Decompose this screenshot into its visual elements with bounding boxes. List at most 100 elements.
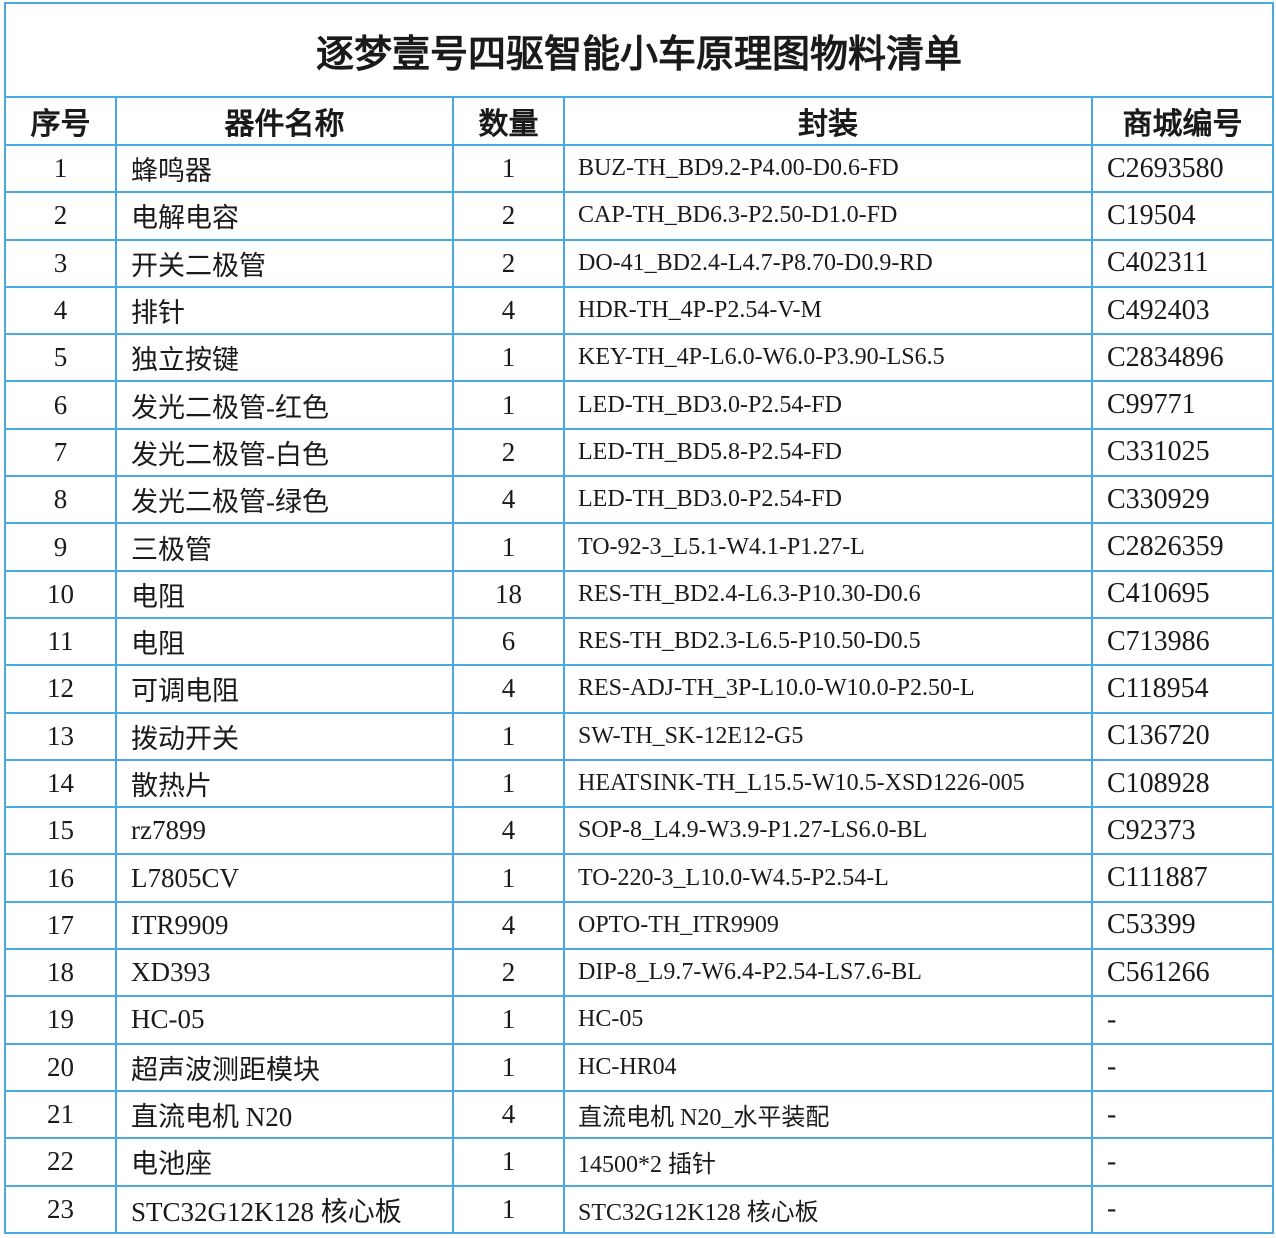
cell-name: 可调电阻 — [115, 664, 454, 714]
cell-package: RES-TH_BD2.4-L6.3-P10.30-D0.6 — [563, 569, 1093, 619]
cell-name: XD393 — [115, 948, 454, 998]
cell-package: TO-92-3_L5.1-W4.1-P1.27-L — [563, 522, 1093, 572]
cell-qty: 2 — [452, 238, 565, 288]
table-row: 3 开关二极管 2 DO-41_BD2.4-L4.7-P8.70-D0.9-RD C40… — [4, 238, 1275, 288]
cell-index: 13 — [4, 711, 117, 761]
cell-package: 直流电机 N20_水平装配 — [563, 1089, 1093, 1140]
table-row: 8 发光二极管-绿色 4 LED-TH_BD3.0-P2.54-FD C330929 — [4, 475, 1275, 525]
cell-name: 拨动开关 — [115, 711, 454, 761]
cell-index: 18 — [4, 948, 117, 998]
table-row: 12 可调电阻 4 RES-ADJ-TH_3P-L10.0-W10.0-P2.50-L… — [4, 664, 1275, 714]
cell-code: C2834896 — [1090, 333, 1275, 383]
cell-index: 3 — [4, 238, 117, 288]
table-row: 13 拨动开关 1 SW-TH_SK-12E12-G5 C136720 — [4, 711, 1275, 761]
cell-name: 超声波测距模块 — [115, 1042, 454, 1092]
cell-package: LED-TH_BD5.8-P2.54-FD — [563, 427, 1093, 478]
header-index: 序号 — [4, 96, 117, 146]
cell-qty: 4 — [452, 664, 565, 714]
cell-code: C111887 — [1090, 853, 1275, 903]
cell-index: 15 — [4, 806, 117, 856]
table-row: 5 独立按键 1 KEY-TH_4P-L6.0-W6.0-P3.90-LS6.5 C28… — [4, 333, 1275, 383]
cell-code: C99771 — [1090, 380, 1275, 430]
cell-index: 16 — [4, 853, 117, 903]
cell-qty: 4 — [452, 806, 565, 856]
table-row: 18 XD393 2 DIP-8_L9.7-W6.4-P2.54-LS7.6-BL C5… — [4, 948, 1275, 998]
cell-qty: 4 — [452, 1089, 565, 1140]
cell-index: 14 — [4, 758, 117, 809]
cell-index: 1 — [4, 143, 117, 194]
cell-name: 发光二极管-白色 — [115, 427, 454, 478]
cell-package: RES-TH_BD2.3-L6.5-P10.50-D0.5 — [563, 616, 1093, 667]
table-title: 逐梦壹号四驱智能小车原理图物料清单 — [3, 2, 1275, 98]
cell-qty: 1 — [452, 1042, 565, 1092]
cell-qty: 4 — [452, 900, 565, 951]
cell-name: L7805CV — [115, 853, 454, 903]
table-row: 11 电阻 6 RES-TH_BD2.3-L6.5-P10.50-D0.5 C71398… — [4, 616, 1275, 667]
table-row: 20 超声波测距模块 1 HC-HR04- — [4, 1042, 1275, 1092]
cell-name: rz7899 — [115, 806, 454, 856]
cell-package: KEY-TH_4P-L6.0-W6.0-P3.90-LS6.5 — [563, 333, 1093, 383]
cell-qty: 2 — [452, 427, 565, 478]
cell-qty: 1 — [452, 522, 565, 572]
cell-index: 10 — [4, 569, 117, 619]
table-row: 21 直流电机 N20 4 直流电机 N20_水平装配 - — [4, 1089, 1275, 1140]
header-name: 器件名称 — [115, 96, 454, 146]
cell-qty: 1 — [452, 143, 565, 194]
cell-index: 21 — [4, 1089, 117, 1140]
cell-index: 5 — [4, 333, 117, 383]
table-row: 4 排针 4 HDR-TH_4P-P2.54-V-M C492403 — [4, 285, 1275, 336]
cell-qty: 1 — [452, 1137, 565, 1187]
bom-table: 逐梦壹号四驱智能小车原理图物料清单 序号 器件名称 数量 封装 商城编号 1 蜂鸣… — [3, 2, 1275, 1234]
cell-name: 电阻 — [115, 616, 454, 667]
cell-package: RES-ADJ-TH_3P-L10.0-W10.0-P2.50-L — [563, 664, 1093, 714]
cell-code: C492403 — [1090, 285, 1275, 336]
cell-package: SOP-8_L4.9-W3.9-P1.27-LS6.0-BL — [563, 806, 1093, 856]
cell-package: 14500*2 插针 — [563, 1137, 1093, 1187]
cell-name: 开关二极管 — [115, 238, 454, 288]
cell-name: STC32G12K128 核心板 — [115, 1184, 454, 1234]
cell-index: 19 — [4, 995, 117, 1045]
table-row: 1 蜂鸣器 1 BUZ-TH_BD9.2-P4.00-D0.6-FD C2693580 — [4, 143, 1275, 194]
cell-qty: 1 — [452, 333, 565, 383]
cell-package: CAP-TH_BD6.3-P2.50-D1.0-FD — [563, 191, 1093, 241]
cell-qty: 1 — [452, 853, 565, 903]
table-row: 10 电阻 18 RES-TH_BD2.4-L6.3-P10.30-D0.6 C4106… — [4, 569, 1275, 619]
cell-package: DO-41_BD2.4-L4.7-P8.70-D0.9-RD — [563, 238, 1093, 288]
table-row: 7 发光二极管-白色 2 LED-TH_BD5.8-P2.54-FD C331025 — [4, 427, 1275, 478]
cell-index: 4 — [4, 285, 117, 336]
cell-name: 电池座 — [115, 1137, 454, 1187]
cell-package: HC-HR04 — [563, 1042, 1093, 1092]
table-row: 23 STC32G12K128 核心板 1 STC32G12K128 核心板 - — [4, 1184, 1275, 1234]
cell-name: 独立按键 — [115, 333, 454, 383]
cell-index: 23 — [4, 1184, 117, 1234]
cell-index: 20 — [4, 1042, 117, 1092]
cell-index: 9 — [4, 522, 117, 572]
cell-code: - — [1090, 1089, 1275, 1140]
cell-index: 12 — [4, 664, 117, 714]
header-qty: 数量 — [452, 96, 565, 146]
cell-package: HEATSINK-TH_L15.5-W10.5-XSD1226-005 — [563, 758, 1093, 809]
cell-package: OPTO-TH_ITR9909 — [563, 900, 1093, 951]
cell-name: 发光二极管-红色 — [115, 380, 454, 430]
cell-code: C331025 — [1090, 427, 1275, 478]
cell-name: HC-05 — [115, 995, 454, 1045]
table-row: 16 L7805CV 1 TO-220-3_L10.0-W4.5-P2.54-L C11… — [4, 853, 1275, 903]
table-row: 9 三极管 1 TO-92-3_L5.1-W4.1-P1.27-L C2826359 — [4, 522, 1275, 572]
cell-name: 三极管 — [115, 522, 454, 572]
cell-code: C136720 — [1090, 711, 1275, 761]
cell-index: 8 — [4, 475, 117, 525]
cell-name: 电解电容 — [115, 191, 454, 241]
cell-name: 排针 — [115, 285, 454, 336]
cell-package: STC32G12K128 核心板 — [563, 1184, 1093, 1234]
cell-code: C108928 — [1090, 758, 1275, 809]
header-package: 封装 — [563, 96, 1093, 146]
cell-name: 蜂鸣器 — [115, 143, 454, 194]
cell-name: 电阻 — [115, 569, 454, 619]
cell-qty: 18 — [452, 569, 565, 619]
cell-name: 散热片 — [115, 758, 454, 809]
cell-index: 22 — [4, 1137, 117, 1187]
cell-code: C713986 — [1090, 616, 1275, 667]
cell-code: C2826359 — [1090, 522, 1275, 572]
cell-qty: 1 — [452, 995, 565, 1045]
cell-index: 7 — [4, 427, 117, 478]
